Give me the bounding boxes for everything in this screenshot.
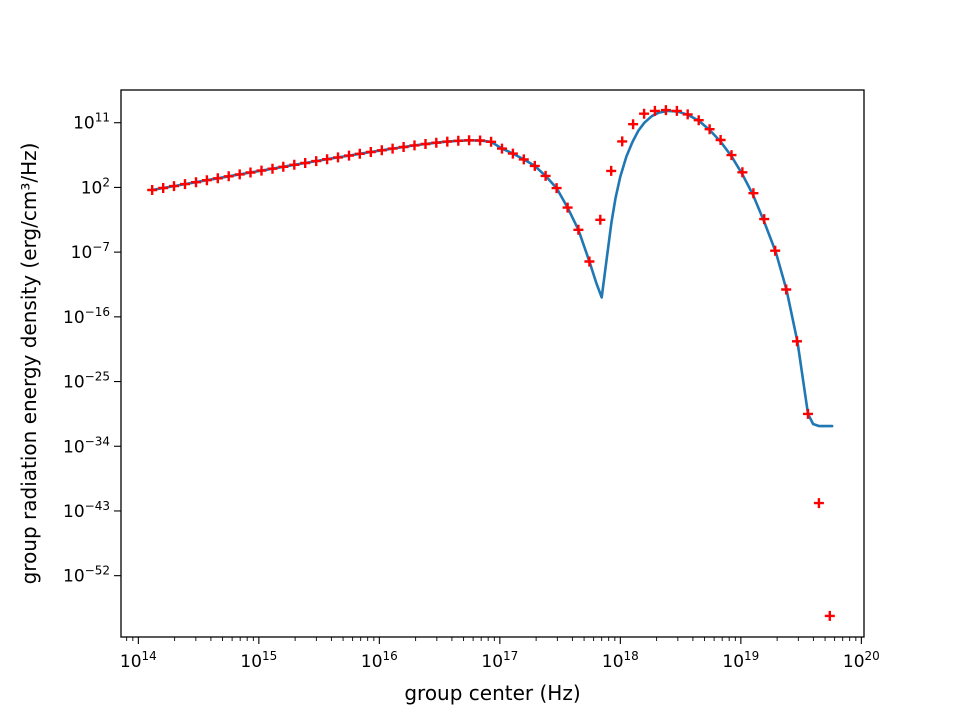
y-tick-label: 102: [81, 175, 110, 198]
x-tick-label: 1017: [481, 649, 518, 672]
group-value-markers: [147, 105, 835, 621]
x-tick-label: 1019: [722, 649, 759, 672]
y-axis-label: group radiation energy density (erg/cm³/…: [17, 143, 41, 585]
y-tick-label: 10−25: [63, 370, 110, 393]
y-tick-label: 10−16: [63, 305, 110, 328]
x-tick-label: 1020: [843, 649, 880, 672]
y-tick-label: 10−7: [71, 240, 110, 263]
y-tick-label: 10−34: [63, 434, 110, 457]
x-tick-label: 1018: [602, 649, 639, 672]
y-tick-label: 10−43: [63, 499, 110, 522]
x-tick-label: 1016: [361, 649, 398, 672]
x-tick-label: 1014: [120, 649, 157, 672]
plot-spines: [120, 89, 865, 638]
x-axis-label: group center (Hz): [404, 681, 580, 705]
spectrum-curve: [150, 109, 834, 428]
x-tick-label: 1015: [240, 649, 277, 672]
y-tick-label: 10−52: [63, 564, 110, 587]
y-tick-label: 1011: [73, 111, 110, 134]
